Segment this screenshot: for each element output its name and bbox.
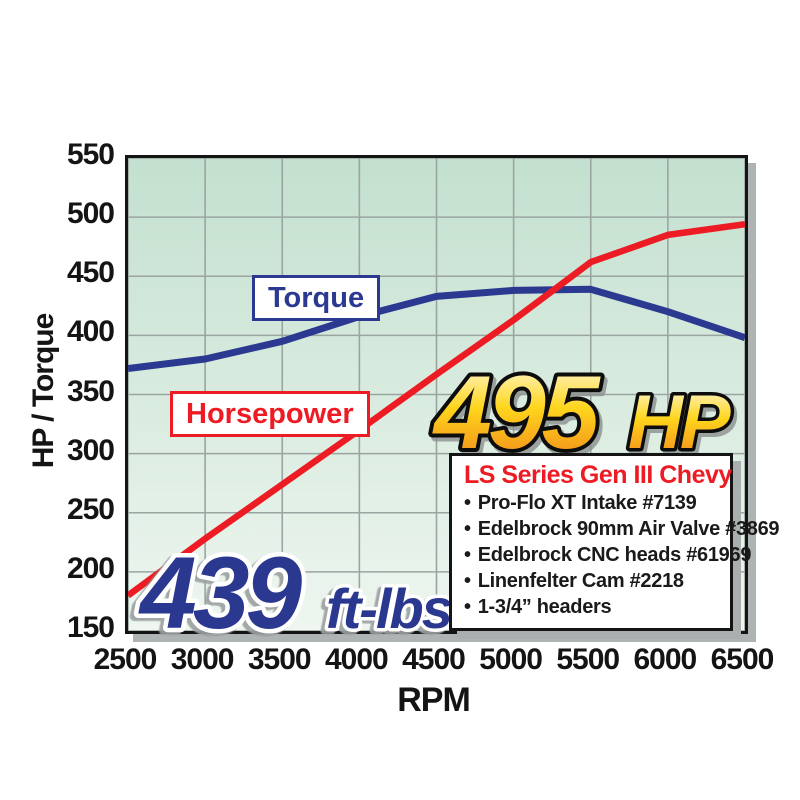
y-tick-label: 350 bbox=[66, 374, 115, 408]
x-axis-title: RPM bbox=[397, 681, 471, 719]
horsepower-line bbox=[128, 220, 745, 599]
spec-item-text: Pro-Flo XT Intake #7139 bbox=[477, 492, 697, 514]
spec-item: • 1-3/4” headers bbox=[464, 594, 720, 620]
spec-item-text: Linenfelter Cam #2218 bbox=[477, 570, 684, 592]
x-tick-label: 4500 bbox=[402, 643, 466, 676]
engine-spec-callout: LS Series Gen III Chevy • Pro-Flo XT Inta… bbox=[449, 453, 780, 631]
x-tick-label: 3000 bbox=[170, 643, 235, 676]
y-tick-label: 550 bbox=[66, 138, 115, 171]
spec-item: • Pro-Flo XT Intake #7139 bbox=[464, 490, 720, 516]
x-tick-label: 5000 bbox=[479, 643, 543, 676]
bullet-icon: • bbox=[464, 596, 471, 618]
bullet-icon: • bbox=[464, 570, 471, 592]
y-tick-label: 300 bbox=[66, 433, 115, 467]
x-tick-label: 6000 bbox=[633, 643, 698, 676]
torque-series-label: Torque bbox=[252, 275, 381, 321]
spec-item-list: • Pro-Flo XT Intake #7139 • Edelbrock 90mm … bbox=[464, 490, 780, 620]
y-tick-label: 450 bbox=[66, 256, 115, 290]
peak-torque-value: 439 bbox=[138, 536, 302, 650]
spec-item-text: 1-3/4” headers bbox=[477, 596, 612, 618]
y-axis-title: HP / Torque bbox=[27, 313, 60, 469]
y-tick-label: 250 bbox=[66, 492, 115, 526]
spec-item: • Linenfelter Cam #2218 bbox=[464, 568, 720, 594]
x-tick-label: 6500 bbox=[710, 643, 775, 676]
spec-item-text: Edelbrock 90mm Air Valve #3869 bbox=[477, 518, 780, 540]
y-tick-label: 500 bbox=[66, 197, 115, 231]
x-tick-label: 2500 bbox=[93, 643, 158, 676]
bullet-icon: • bbox=[464, 544, 471, 566]
spec-title: LS Series Gen III Chevy bbox=[464, 461, 732, 489]
spec-item: • Edelbrock CNC heads #61969 bbox=[464, 542, 751, 568]
y-tick-label: 150 bbox=[66, 611, 115, 644]
horsepower-series-label: Horsepower bbox=[170, 391, 370, 437]
y-tick-label: 200 bbox=[66, 551, 115, 585]
x-tick-label: 4000 bbox=[325, 643, 389, 676]
spec-item-text: Edelbrock CNC heads #61969 bbox=[477, 544, 752, 566]
spec-item: • Edelbrock 90mm Air Valve #3869 bbox=[464, 516, 780, 542]
torque-line bbox=[128, 285, 745, 372]
y-tick-label: 400 bbox=[66, 315, 115, 349]
peak-torque-headline: 439 ft-lbs bbox=[134, 532, 458, 655]
bullet-icon: • bbox=[464, 492, 471, 514]
x-tick-label: 3500 bbox=[247, 643, 312, 676]
peak-torque-unit: ft-lbs bbox=[326, 577, 452, 640]
x-tick-label: 5500 bbox=[556, 643, 620, 676]
bullet-icon: • bbox=[464, 518, 471, 540]
peak-hp-headline: 495 HP bbox=[428, 351, 737, 475]
